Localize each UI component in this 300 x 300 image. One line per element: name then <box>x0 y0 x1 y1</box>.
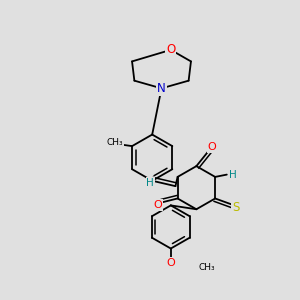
Text: O: O <box>154 200 163 210</box>
Text: CH₃: CH₃ <box>107 138 123 147</box>
Text: CH₃: CH₃ <box>198 262 215 272</box>
Text: O: O <box>208 142 216 152</box>
Text: H: H <box>229 169 237 180</box>
Text: S: S <box>232 201 240 214</box>
Text: N: N <box>157 82 166 95</box>
Text: O: O <box>167 258 175 268</box>
Text: O: O <box>166 44 176 56</box>
Text: H: H <box>146 178 154 188</box>
